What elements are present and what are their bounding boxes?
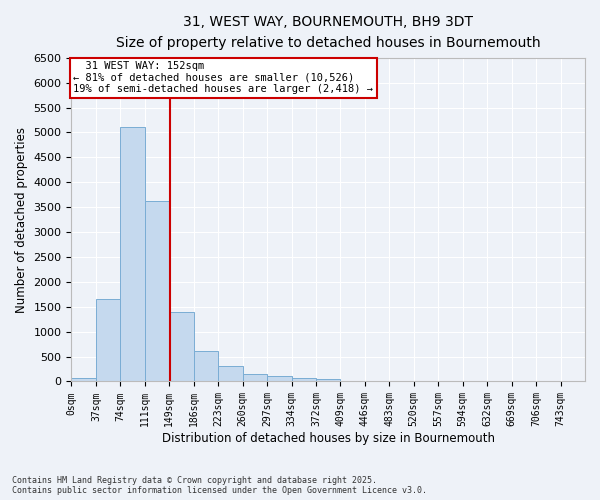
Bar <box>71 378 96 382</box>
Text: Contains HM Land Registry data © Crown copyright and database right 2025.
Contai: Contains HM Land Registry data © Crown c… <box>12 476 427 495</box>
Text: 31 WEST WAY: 152sqm
← 81% of detached houses are smaller (10,526)
19% of semi-de: 31 WEST WAY: 152sqm ← 81% of detached ho… <box>73 61 373 94</box>
X-axis label: Distribution of detached houses by size in Bournemouth: Distribution of detached houses by size … <box>162 432 495 445</box>
Bar <box>242 374 267 382</box>
Y-axis label: Number of detached properties: Number of detached properties <box>15 126 28 312</box>
Bar <box>121 128 145 382</box>
Bar <box>316 380 340 382</box>
Bar <box>218 366 242 382</box>
Bar <box>96 299 121 382</box>
Bar <box>145 201 169 382</box>
Bar <box>267 376 292 382</box>
Bar <box>292 378 316 382</box>
Title: 31, WEST WAY, BOURNEMOUTH, BH9 3DT
Size of property relative to detached houses : 31, WEST WAY, BOURNEMOUTH, BH9 3DT Size … <box>116 15 541 50</box>
Bar <box>194 351 218 382</box>
Bar <box>169 312 194 382</box>
